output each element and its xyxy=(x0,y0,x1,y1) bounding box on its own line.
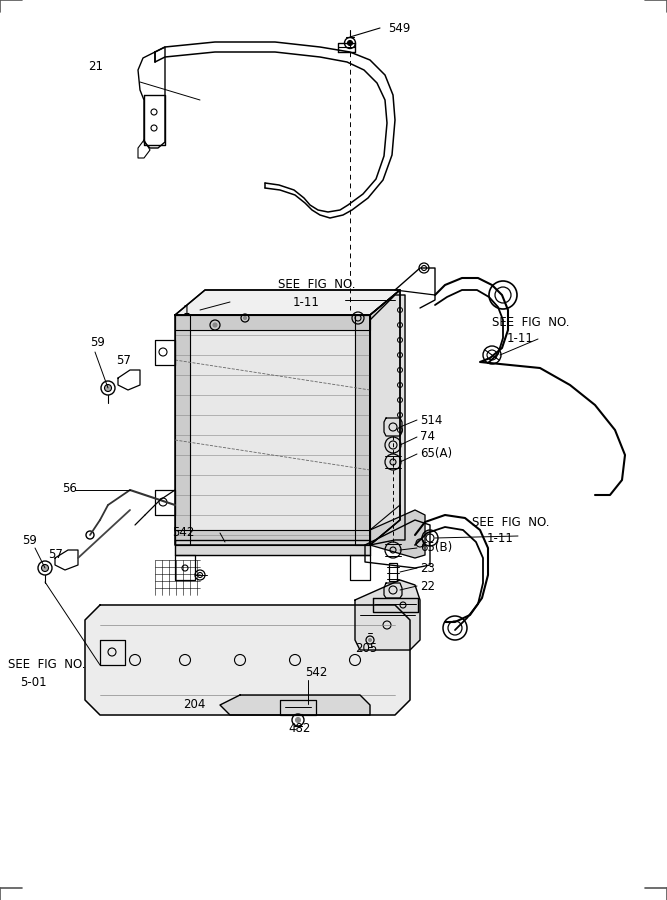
Circle shape xyxy=(213,323,217,327)
Text: 59: 59 xyxy=(22,535,37,547)
Polygon shape xyxy=(355,580,420,650)
Text: 65(A): 65(A) xyxy=(420,447,452,461)
Text: 65(B): 65(B) xyxy=(420,542,452,554)
Text: 22: 22 xyxy=(420,580,435,592)
Circle shape xyxy=(41,564,49,572)
Polygon shape xyxy=(175,315,370,330)
Polygon shape xyxy=(85,605,410,715)
Polygon shape xyxy=(175,540,370,555)
Circle shape xyxy=(368,638,372,642)
Text: 1-11: 1-11 xyxy=(507,332,534,346)
Polygon shape xyxy=(355,315,370,545)
Text: 514: 514 xyxy=(420,413,442,427)
Text: 23: 23 xyxy=(420,562,435,574)
Circle shape xyxy=(243,317,247,319)
Polygon shape xyxy=(220,695,370,715)
Bar xyxy=(389,563,397,581)
Text: 542: 542 xyxy=(305,665,327,679)
Text: 57: 57 xyxy=(48,548,63,562)
Circle shape xyxy=(86,531,94,539)
Polygon shape xyxy=(175,530,370,545)
Polygon shape xyxy=(370,290,400,545)
Circle shape xyxy=(105,384,111,392)
Circle shape xyxy=(348,40,352,46)
Text: 205: 205 xyxy=(355,642,378,654)
Polygon shape xyxy=(175,290,400,315)
Text: 59: 59 xyxy=(90,337,105,349)
Text: 1-11: 1-11 xyxy=(293,295,320,309)
Text: 204: 204 xyxy=(183,698,205,712)
Text: 74: 74 xyxy=(420,430,435,444)
Text: 482: 482 xyxy=(288,722,310,734)
Circle shape xyxy=(295,717,301,723)
Polygon shape xyxy=(175,315,370,545)
Polygon shape xyxy=(370,295,405,545)
Circle shape xyxy=(390,459,396,465)
Text: SEE  FIG  NO.: SEE FIG NO. xyxy=(472,516,550,528)
Text: SEE  FIG  NO.: SEE FIG NO. xyxy=(278,278,356,292)
Text: 56: 56 xyxy=(62,482,77,494)
Text: SEE  FIG  NO.: SEE FIG NO. xyxy=(492,316,570,328)
Text: 549: 549 xyxy=(388,22,410,34)
Polygon shape xyxy=(373,598,418,612)
Text: 57: 57 xyxy=(116,354,131,366)
Polygon shape xyxy=(370,510,425,558)
Text: 21: 21 xyxy=(88,60,103,74)
Text: SEE  FIG  NO.: SEE FIG NO. xyxy=(8,659,85,671)
Text: 1-11: 1-11 xyxy=(487,533,514,545)
Text: 1: 1 xyxy=(183,303,191,317)
Text: 542: 542 xyxy=(172,526,194,539)
Circle shape xyxy=(390,547,396,553)
Polygon shape xyxy=(175,315,190,545)
Text: 5-01: 5-01 xyxy=(20,676,47,688)
